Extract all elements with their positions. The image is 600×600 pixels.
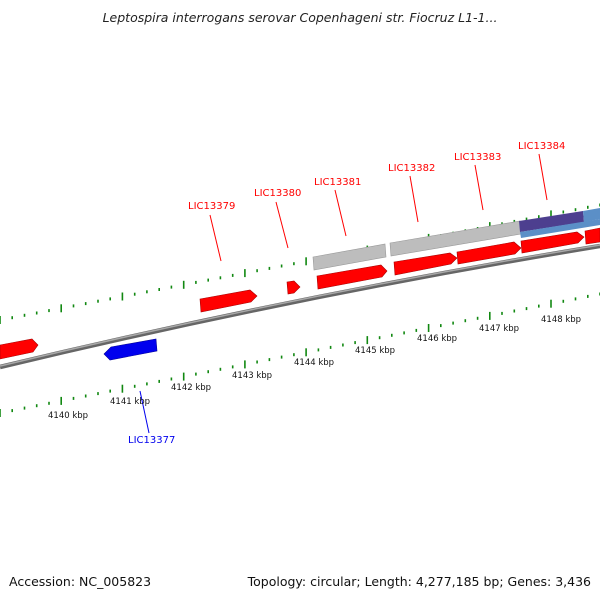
bottom-tick-track: [0, 292, 600, 417]
gene-label-lic13377[interactable]: LIC13377: [128, 435, 175, 446]
gene-labels: LIC13377 LIC13379 LIC13380 LIC13381 LIC13382…: [128, 141, 565, 446]
accession-label: Accession: NC_005823: [9, 574, 151, 589]
gene-leader-line: [139, 390, 150, 434]
gene-label-leaders: [139, 153, 548, 434]
kbp-labels: 4140 kbp 4141 kbp 4142 kbp 4143 kbp 4144 kbp…: [48, 315, 581, 421]
reverse-genes: [103, 338, 158, 361]
kbp-tick-label: 4144 kbp: [294, 358, 334, 368]
genome-backbone: [0, 243, 600, 370]
gene-arrow-lic13379[interactable]: [199, 289, 258, 313]
kbp-tick-label: 4142 kbp: [171, 383, 211, 393]
genome-summary-label: Topology: circular; Length: 4,277,185 bp…: [247, 574, 591, 589]
map-title: Leptospira interrogans serovar Copenhage…: [103, 10, 498, 25]
kbp-tick-label: 4148 kbp: [541, 315, 581, 325]
kbp-tick-label: 4147 kbp: [479, 324, 519, 334]
feature-steel-1[interactable]: [583, 208, 600, 222]
gene-label-lic13382[interactable]: LIC13382: [388, 163, 435, 174]
top-tick-track: [0, 203, 600, 324]
kbp-tick-label: 4145 kbp: [355, 346, 395, 356]
feature-steel-2[interactable]: [520, 219, 600, 238]
gene-arrow-lic13377[interactable]: [103, 338, 158, 361]
gene-leader-line: [275, 201, 289, 249]
gene-leader-line: [334, 189, 347, 237]
gene-leader-line: [209, 214, 222, 262]
kbp-tick-label: 4140 kbp: [48, 411, 88, 421]
gene-label-lic13379[interactable]: LIC13379: [188, 201, 235, 212]
kbp-tick-label: 4141 kbp: [110, 397, 150, 407]
forward-genes: [0, 227, 600, 360]
feature-purple[interactable]: [519, 211, 584, 232]
feature-track: [312, 208, 600, 271]
gene-arrow-lic13382[interactable]: [393, 252, 458, 276]
gene-label-lic13381[interactable]: LIC13381: [314, 177, 361, 188]
gene-label-lic13383[interactable]: LIC13383: [454, 152, 501, 163]
gene-arrow-lic13380[interactable]: [286, 280, 301, 295]
gene-arrow-lic13384[interactable]: [520, 231, 585, 254]
gene-arrow-lic13385[interactable]: [584, 227, 600, 245]
gene-leader-line: [409, 175, 419, 223]
kbp-tick-label: 4146 kbp: [417, 334, 457, 344]
gene-arrow-lic13376[interactable]: [0, 338, 39, 360]
gene-leader-line: [474, 164, 484, 211]
kbp-tick-label: 4143 kbp: [232, 371, 272, 381]
gene-arrow-lic13383[interactable]: [456, 241, 522, 265]
gene-leader-line: [538, 153, 548, 201]
gene-label-lic13384[interactable]: LIC13384: [518, 141, 565, 152]
gene-arrow-lic13381[interactable]: [316, 264, 388, 290]
feature-gray-1[interactable]: [312, 243, 387, 271]
gene-label-lic13380[interactable]: LIC13380: [254, 188, 301, 199]
